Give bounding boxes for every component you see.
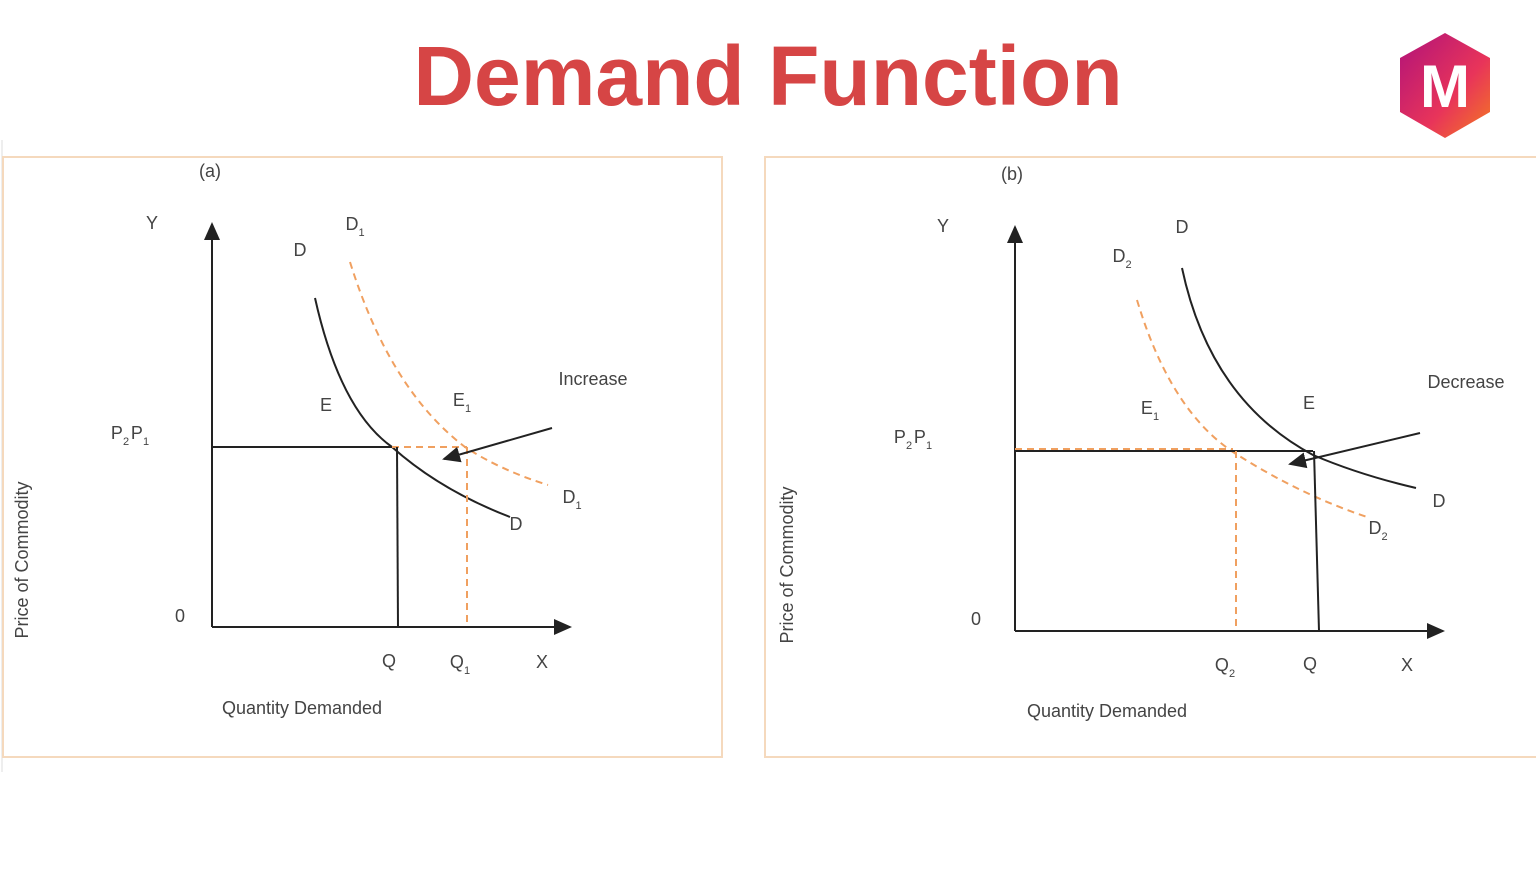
- label-subscript: 1: [464, 665, 470, 677]
- label-subscript: 1: [1153, 411, 1159, 423]
- label-subscript: 1: [575, 500, 581, 512]
- y-axis-label: Y: [146, 213, 158, 233]
- label-subscript: 2: [906, 440, 912, 452]
- curve-label: Q: [382, 651, 396, 671]
- label-text: Q: [1303, 654, 1317, 674]
- label-subscript: 2: [1229, 668, 1235, 680]
- label-text: E: [453, 390, 465, 410]
- curve-label: E1: [1141, 398, 1159, 423]
- label-text: D: [1112, 246, 1125, 266]
- label-subscript: 1: [465, 403, 471, 415]
- label-text: D: [1176, 217, 1189, 237]
- demand-curve: [314, 297, 511, 518]
- panel-tag: (a): [199, 161, 221, 181]
- x-title: Quantity Demanded: [222, 698, 382, 718]
- label-text: E: [1303, 393, 1315, 413]
- origin-label: 0: [971, 609, 981, 629]
- curve-label: E: [320, 395, 332, 415]
- curve-label: Q2: [1215, 655, 1235, 680]
- y-axis-label: Y: [937, 216, 949, 236]
- curve-label: D1: [562, 487, 581, 512]
- label-subscript: 2: [1381, 531, 1387, 543]
- demand-curve: [1181, 267, 1417, 489]
- curve-label: D: [1433, 491, 1446, 511]
- x-title: Quantity Demanded: [1027, 701, 1187, 721]
- panel-frame: [764, 156, 1536, 758]
- logo-badge: [1400, 33, 1490, 138]
- curve-label: E1: [453, 390, 471, 415]
- label-text: D: [562, 487, 575, 507]
- y-title: Price of Commodity: [12, 481, 32, 638]
- label-text: P: [131, 423, 143, 443]
- shift-arrow: [442, 427, 553, 463]
- label-text: D: [345, 214, 358, 234]
- curve-label: D: [1176, 217, 1189, 237]
- panel-b: (b) Y X 0 Price of Commodity Quantity Demande…: [764, 156, 1536, 758]
- curve-label: Q1: [450, 652, 470, 677]
- panel-a: (a) Y X 0 Price of Commodity Quantity Demande…: [2, 156, 723, 758]
- curve-label: P1: [914, 427, 932, 452]
- label-text: Decrease: [1427, 372, 1504, 392]
- label-subscript: 1: [143, 436, 149, 448]
- curve-label: D2: [1368, 518, 1387, 543]
- shifted-demand-curve: [349, 261, 549, 486]
- curve-label: Decrease: [1427, 372, 1504, 392]
- label-text: P: [894, 427, 906, 447]
- logo: M: [1420, 53, 1470, 120]
- label-subscript: 2: [123, 436, 129, 448]
- shifted-demand-curve: [1136, 299, 1371, 519]
- label-text: E: [320, 395, 332, 415]
- label-text: D: [294, 240, 307, 260]
- panel-tag: (b): [1001, 164, 1023, 184]
- label-subscript: 1: [358, 227, 364, 239]
- curve-label: Increase: [558, 369, 627, 389]
- x-axis-label: X: [1401, 655, 1413, 675]
- curve-label: D2: [1112, 246, 1131, 271]
- curve-label: E: [1303, 393, 1315, 413]
- panel-frame: [2, 156, 723, 758]
- curve-label: Q: [1303, 654, 1317, 674]
- label-text: Q: [382, 651, 396, 671]
- x-axis-label: X: [536, 652, 548, 672]
- label-text: D: [1368, 518, 1381, 538]
- origin-label: 0: [175, 606, 185, 626]
- curve-label: P1: [131, 423, 149, 448]
- curve-label: D: [510, 514, 523, 534]
- label-text: P: [914, 427, 926, 447]
- label-text: Increase: [558, 369, 627, 389]
- curve-label: P2: [894, 427, 912, 452]
- quantity-line: [1313, 450, 1320, 632]
- label-text: E: [1141, 398, 1153, 418]
- label-text: D: [510, 514, 523, 534]
- quantity-line: [396, 446, 399, 628]
- curve-label: D: [294, 240, 307, 260]
- label-text: Q: [450, 652, 464, 672]
- curve-label: P2: [111, 423, 129, 448]
- label-subscript: 1: [926, 440, 932, 452]
- y-title: Price of Commodity: [777, 486, 797, 643]
- label-text: D: [1433, 491, 1446, 511]
- title: Demand Function: [413, 29, 1122, 123]
- label-subscript: 2: [1125, 259, 1131, 271]
- label-text: Q: [1215, 655, 1229, 675]
- label-text: P: [111, 423, 123, 443]
- curve-label: D1: [345, 214, 364, 239]
- shift-arrow: [1288, 432, 1421, 469]
